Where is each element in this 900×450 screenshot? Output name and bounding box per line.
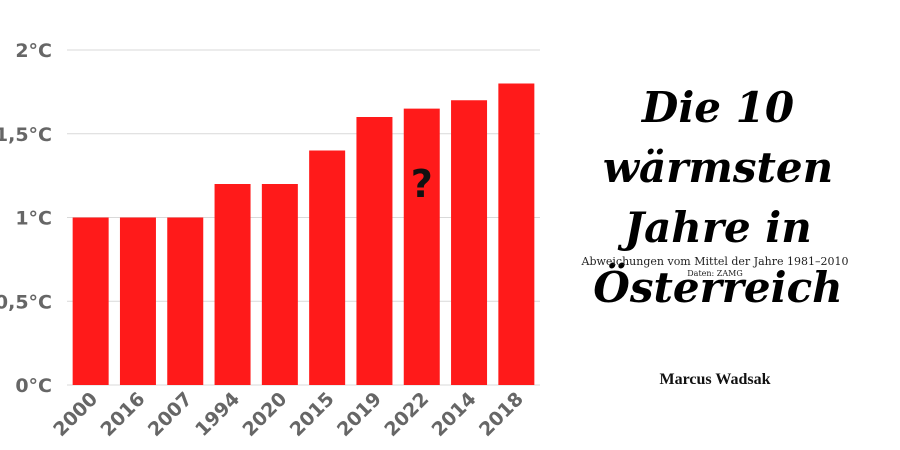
author-name: Marcus Wadsak <box>659 371 771 388</box>
y-tick-label: 1,5°C <box>0 124 52 146</box>
x-tick-label: 2014 <box>428 388 481 441</box>
y-tick-label: 2°C <box>15 40 52 62</box>
x-tick-label: 2018 <box>475 388 528 441</box>
x-tick-label: 2015 <box>286 388 339 441</box>
title-line-2: Jahre in <box>624 203 812 252</box>
x-tick-label: 1994 <box>191 388 244 441</box>
bar-2007 <box>167 217 204 385</box>
bar-2015 <box>309 150 346 385</box>
bar-chart: 0°C 0,5°C 1°C 1,5°C 2°C 20002016200719942020… <box>0 40 540 441</box>
chart-subtitle: Abweichungen vom Mittel der Jahre 1981–2… <box>581 255 849 268</box>
title-line-1: Die 10 wärmsten <box>602 83 834 192</box>
bar-2018 <box>498 83 535 385</box>
data-source: Daten: ZAMG <box>687 269 743 278</box>
y-tick-label: 1°C <box>15 208 52 230</box>
x-tick-label: 2022 <box>380 388 433 441</box>
x-tick-label: 2019 <box>333 388 386 441</box>
bar-2020 <box>261 184 298 385</box>
bar-2019 <box>356 117 393 385</box>
x-tick-label: 2007 <box>144 388 197 441</box>
x-tick-label: 2000 <box>49 388 102 441</box>
bar-2000 <box>72 217 109 385</box>
bar-2022 <box>403 108 440 385</box>
y-tick-label: 0,5°C <box>0 291 52 313</box>
chart-title: Die 10 wärmsten Jahre in Österreich <box>538 78 898 318</box>
bar-2016 <box>119 217 156 385</box>
y-axis-labels: 0°C 0,5°C 1°C 1,5°C 2°C <box>0 40 52 397</box>
annotations: ? <box>411 162 433 206</box>
bar-2014 <box>451 100 488 385</box>
y-tick-label: 0°C <box>15 375 52 397</box>
x-tick-label: 2020 <box>238 388 291 441</box>
x-tick-label: 2016 <box>97 388 150 441</box>
question-mark-annotation: ? <box>411 162 433 206</box>
bar-1994 <box>214 184 251 385</box>
bars <box>72 83 535 385</box>
title-line-3: Österreich <box>593 263 843 312</box>
